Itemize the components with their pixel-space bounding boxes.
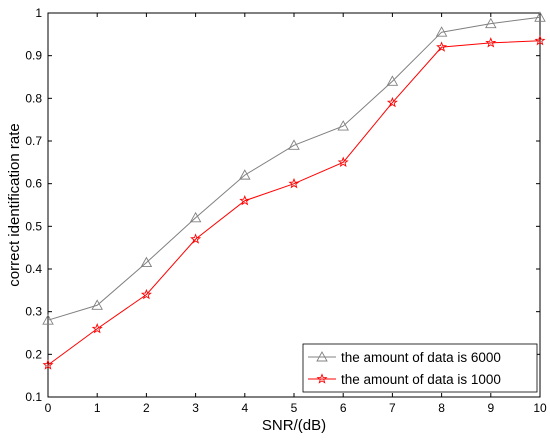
series-layer [42, 11, 546, 370]
data-point-star [288, 177, 300, 189]
data-point-star [190, 233, 202, 244]
data-point-triangle [337, 120, 349, 131]
y-tick-label: 0.3 [25, 305, 42, 319]
y-tick-label: 0.1 [25, 390, 42, 404]
legend: the amount of data is 6000 the amount of … [302, 343, 538, 393]
x-tick-label: 2 [143, 401, 150, 415]
legend-items: the amount of data is 6000 the amount of … [308, 350, 501, 387]
data-point-star [337, 156, 349, 168]
series-1 [42, 11, 546, 325]
y-tick-label: 1 [35, 6, 42, 20]
legend-label: the amount of data is 6000 [341, 350, 501, 365]
y-tick-label: 0.7 [25, 134, 42, 148]
data-point-star [534, 34, 546, 46]
data-point-star [140, 288, 152, 300]
x-tick-label: 6 [340, 401, 347, 415]
y-axis-label: correct identification rate [6, 123, 23, 286]
data-point-triangle [485, 17, 497, 29]
data-point-star [485, 37, 497, 48]
x-tick-label: 3 [192, 401, 199, 415]
y-tick-label: 0.4 [25, 262, 42, 276]
x-tick-label: 0 [45, 401, 52, 415]
data-point-star [91, 322, 103, 334]
series-2 [42, 34, 546, 370]
x-tick-label: 5 [291, 401, 298, 415]
plot-area [47, 12, 541, 398]
data-point-triangle [91, 299, 103, 310]
legend-label: the amount of data is 1000 [341, 372, 501, 387]
x-tick-label: 8 [438, 401, 445, 415]
x-tick-label: 1 [94, 401, 101, 415]
data-point-triangle [288, 139, 300, 150]
legend-item: the amount of data is 1000 [308, 372, 501, 387]
data-point-star [42, 359, 54, 370]
x-tick-label: 4 [241, 401, 248, 415]
data-point-triangle [534, 11, 546, 22]
data-point-star [386, 96, 398, 108]
data-point-triangle [140, 256, 153, 268]
data-point-triangle [42, 314, 54, 325]
x-tick-label: 10 [533, 401, 547, 415]
y-tick-label: 0.5 [25, 219, 42, 233]
series-line [47, 40, 541, 366]
y-tick-label: 0.2 [25, 347, 42, 361]
data-point-triangle [239, 169, 251, 180]
y-axis-ticks: 0.1 0.2 0.3 0.4 0.5 0.6 0.7 0.8 0.9 1 [25, 6, 540, 404]
legend-item: the amount of data is 6000 [308, 350, 501, 365]
data-point-star [436, 41, 448, 52]
data-point-triangle [189, 211, 202, 223]
x-tick-label: 7 [389, 401, 396, 415]
x-axis-ticks: 0 1 2 3 4 5 6 7 8 9 10 [45, 13, 547, 415]
legend-box [302, 343, 538, 393]
data-point-star [239, 194, 251, 206]
data-point-triangle [386, 75, 399, 86]
series-line [47, 16, 541, 321]
legend-swatch-marker [316, 373, 328, 384]
legend-swatch-marker [316, 351, 328, 362]
y-tick-label: 0.8 [25, 91, 42, 105]
y-tick-label: 0.9 [25, 49, 42, 63]
x-axis-label: SNR/(dB) [262, 417, 326, 434]
x-tick-label: 9 [487, 401, 494, 415]
y-tick-label: 0.6 [25, 177, 42, 191]
data-point-triangle [435, 26, 448, 37]
